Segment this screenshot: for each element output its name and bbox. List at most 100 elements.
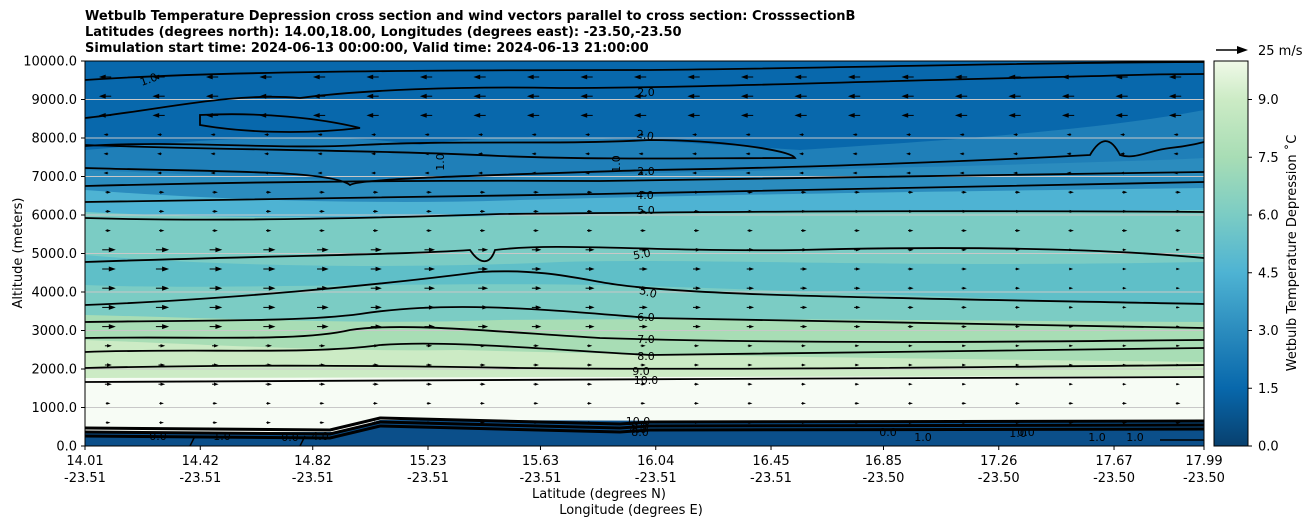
wind-vector-head [962,209,967,213]
wind-vector-head [1122,325,1127,328]
wind-vector [479,382,486,386]
wind-vector-head [1066,133,1071,136]
wind-vector [1015,382,1020,386]
wind-vector [424,171,430,175]
wind-vector-head [312,74,320,80]
wind-vector [694,344,700,348]
wind-vector [962,344,967,348]
wind-vector-head [855,402,860,405]
wind-vector-head [633,74,641,80]
wind-vector [907,248,914,252]
wind-vector [424,286,436,291]
wind-vector-head [748,363,753,367]
wind-vector [264,171,269,175]
wind-vector-head [1069,421,1074,424]
contour-label: 1.0 [610,155,623,173]
quiver-key-arrowhead [1237,46,1248,54]
wind-vector-head [534,421,539,424]
contour-label: 5.0 [638,284,658,301]
wind-vector [105,209,111,213]
wind-vector [1015,267,1020,271]
wind-vector-head [855,344,860,348]
wind-vector-head [108,324,116,330]
surface-contour-label: 1.0 [138,71,159,89]
wind-vector [155,266,170,272]
wind-vector-head [215,285,223,291]
wind-vector-head [427,209,432,213]
wind-vector [478,171,483,175]
surface-contour-label: 0.0 [1017,426,1035,439]
wind-vector-head [1115,74,1123,80]
wind-vector [319,190,325,194]
wind-vector [159,402,164,405]
wind-vector-head [534,382,539,386]
wind-vector [745,133,751,136]
wind-vector-head [213,402,218,405]
wind-vector [312,113,326,118]
wind-vector [1068,306,1074,309]
wind-vector-head [954,74,962,80]
wind-vector-head [1123,402,1127,405]
contour-label: 6.0 [637,311,655,324]
wind-vector [209,324,223,330]
wind-vector-head [1122,286,1127,290]
wind-vector [478,152,483,156]
wind-vector [265,344,272,348]
wind-vector-head [1173,171,1178,175]
wind-vector-head [642,324,648,329]
wind-vector [852,171,858,175]
wind-vector-head [642,247,648,252]
wind-vector-head [855,382,860,386]
wind-vector-head [1120,152,1124,156]
wind-vector [1061,93,1075,99]
wind-vector [426,229,432,233]
wind-vector [373,402,378,405]
wind-vector-head [794,74,802,80]
wind-vector-head [748,344,753,348]
y-tick-label: 7000.0 [32,170,78,185]
wind-vector [954,74,968,80]
wind-vector-head [215,247,223,253]
wind-vector-head [588,421,592,424]
wind-vector [585,171,590,175]
wind-vector-head [534,229,539,233]
wind-vector [479,363,486,367]
wind-vector [98,93,112,99]
wind-vector-head [267,229,272,233]
wind-vector-head [320,209,325,213]
wind-vector [210,133,216,136]
wind-vector-head [103,152,108,156]
wind-vector-head [802,286,808,290]
wind-vector-head [589,247,595,252]
wind-vector-head [638,152,643,156]
wind-vector-head [160,344,166,348]
wind-vector-head [473,93,481,99]
wind-vector-head [215,324,223,330]
wind-vector-head [695,229,700,233]
wind-vector-head [959,152,964,156]
wind-vector-head [160,229,165,233]
wind-vector-head [322,324,329,329]
wind-vector-head [160,190,165,194]
wind-vector [1176,325,1180,328]
wind-vector-head [641,402,646,405]
wind-vector-head [962,421,967,424]
wind-vector [1175,421,1181,424]
wind-vector [954,113,968,118]
quiver-key-label: 25 m/s [1258,44,1303,59]
colorbar-tick-label: 1.5 [1258,382,1279,397]
wind-vector [480,402,485,405]
wind-vector-head [108,285,116,291]
x-tick-label-lon: -23.51 [407,471,449,486]
wind-vector-head [1016,229,1021,233]
wind-vector [533,190,539,194]
wind-vector [580,93,593,99]
wind-vector [1115,113,1128,118]
x-tick-label-lat: 14.01 [66,454,103,469]
wind-vector-head [580,74,588,80]
wind-vector [901,74,914,80]
wind-vector-head [427,363,433,367]
wind-vector-head [107,344,112,348]
wind-vector [373,209,379,213]
wind-vector-head [534,363,539,367]
